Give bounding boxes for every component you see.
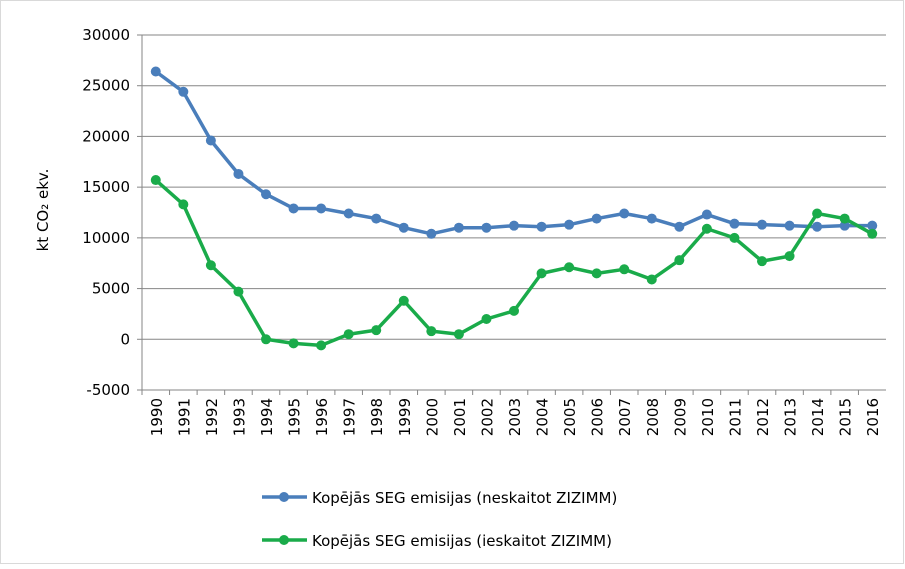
data-point xyxy=(343,329,354,340)
y-tick-label: -5000 xyxy=(86,381,130,399)
y-tick-label: 0 xyxy=(120,330,130,348)
data-point xyxy=(205,135,216,146)
data-point xyxy=(729,218,740,229)
x-tick-label: 1991 xyxy=(175,398,193,436)
data-point xyxy=(674,221,685,232)
data-point xyxy=(784,220,795,231)
data-point xyxy=(757,219,767,230)
data-point xyxy=(867,220,878,231)
x-tick-label: 2006 xyxy=(589,398,607,436)
data-point xyxy=(591,268,602,279)
data-point xyxy=(784,251,795,262)
data-point xyxy=(453,222,464,233)
x-tick-label: 1993 xyxy=(230,398,248,436)
data-point xyxy=(564,262,575,273)
x-tick-label: 2008 xyxy=(644,398,662,436)
data-point xyxy=(233,168,244,179)
data-point xyxy=(233,286,244,297)
data-point xyxy=(536,268,547,279)
x-tick-label: 2003 xyxy=(506,398,524,436)
x-tick-label: 2011 xyxy=(726,398,744,436)
x-tick-label: 2015 xyxy=(837,398,855,436)
x-tick-label: 1995 xyxy=(286,398,304,436)
x-tick-label: 2004 xyxy=(534,398,552,436)
data-point xyxy=(701,223,712,234)
y-tick-label: 5000 xyxy=(92,280,130,298)
legend-label: Kopējās SEG emisijas (neskaitot ZIZIMM) xyxy=(312,489,617,507)
data-point xyxy=(205,260,216,271)
x-tick-label: 2013 xyxy=(782,398,800,436)
data-point xyxy=(150,175,161,186)
data-point xyxy=(426,326,437,337)
data-point xyxy=(646,213,657,224)
y-tick-label: 30000 xyxy=(82,26,130,44)
x-tick-label: 2010 xyxy=(699,398,717,436)
data-point xyxy=(867,228,878,239)
data-point xyxy=(839,220,850,231)
data-point xyxy=(481,222,492,233)
data-point xyxy=(178,86,189,97)
x-tick-label: 2001 xyxy=(451,398,469,436)
data-point xyxy=(261,334,271,345)
data-point xyxy=(812,208,823,219)
data-point xyxy=(398,222,409,233)
data-point xyxy=(646,274,657,285)
y-tick-label: 15000 xyxy=(82,178,130,196)
data-point xyxy=(371,325,382,336)
legend-label: Kopējās SEG emisijas (ieskaitot ZIZIMM) xyxy=(312,532,612,550)
y-tick-label: 10000 xyxy=(82,229,130,247)
x-tick-label: 1992 xyxy=(203,398,221,436)
y-tick-label: 20000 xyxy=(82,127,130,145)
x-tick-label: 2007 xyxy=(616,398,634,436)
data-point xyxy=(426,228,437,239)
x-tick-label: 2016 xyxy=(864,398,882,436)
data-point xyxy=(701,209,712,220)
x-tick-label: 2014 xyxy=(809,398,827,436)
x-tick-label: 1999 xyxy=(396,398,414,436)
x-tick-label: 2002 xyxy=(478,398,496,436)
x-tick-label: 2009 xyxy=(671,398,689,436)
data-point xyxy=(509,305,519,316)
data-point xyxy=(729,232,740,243)
x-tick-label: 2005 xyxy=(561,398,579,436)
data-point xyxy=(674,255,685,266)
data-point xyxy=(150,66,161,77)
data-point xyxy=(316,340,327,351)
data-point xyxy=(288,338,299,349)
x-tick-label: 1998 xyxy=(368,398,386,436)
data-point xyxy=(812,221,823,232)
data-point xyxy=(757,256,767,267)
data-point xyxy=(453,329,464,340)
data-point xyxy=(316,203,327,214)
legend-marker xyxy=(279,535,289,545)
data-point xyxy=(509,220,519,231)
data-point xyxy=(619,264,630,275)
x-tick-label: 1990 xyxy=(148,398,166,436)
x-tick-label: 2012 xyxy=(754,398,772,436)
data-point xyxy=(619,208,630,219)
data-point xyxy=(591,213,602,224)
y-tick-label: 25000 xyxy=(82,77,130,95)
x-tick-label: 2000 xyxy=(423,398,441,436)
data-point xyxy=(564,219,575,230)
data-point xyxy=(481,314,492,324)
x-tick-label: 1996 xyxy=(313,398,331,436)
data-point xyxy=(288,203,299,214)
x-tick-label: 1994 xyxy=(258,398,276,436)
data-point xyxy=(178,199,189,210)
y-axis-label: kt CO₂ ekv. xyxy=(34,169,52,252)
x-tick-label: 1997 xyxy=(341,398,359,436)
data-point xyxy=(371,213,382,224)
legend-marker xyxy=(279,492,289,502)
data-point xyxy=(261,189,271,200)
data-point xyxy=(398,295,409,306)
data-point xyxy=(343,208,354,219)
data-point xyxy=(839,213,850,224)
data-point xyxy=(536,221,547,232)
